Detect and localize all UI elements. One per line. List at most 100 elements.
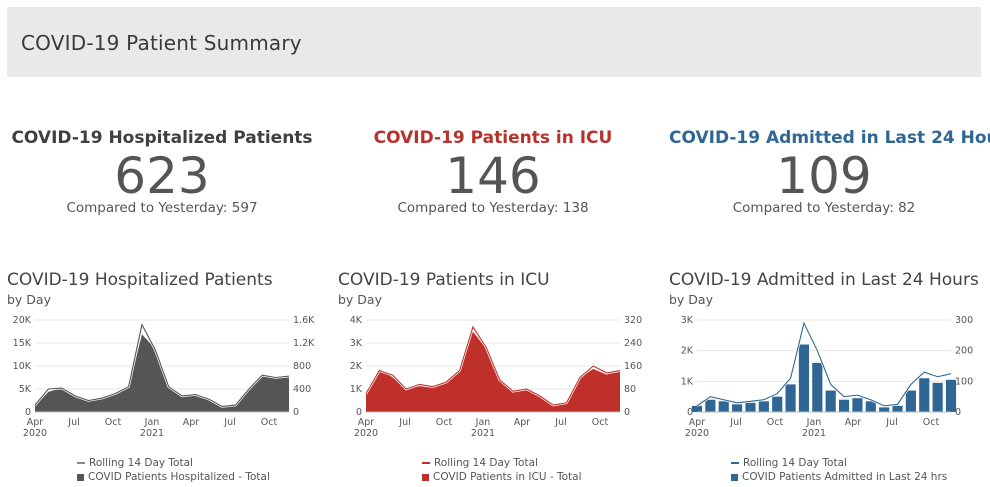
y-left-tick-label: 10K <box>13 361 32 372</box>
x-tick-label: Oct <box>105 417 122 428</box>
kpi-hospitalized: COVID-19 Hospitalized Patients 623 Compa… <box>7 128 317 216</box>
rolling-line[interactable] <box>34 323 290 408</box>
x-tick-label: Apr <box>358 417 375 428</box>
y-left-tick-label: 2K <box>350 361 363 372</box>
x-tick-label: Jan <box>144 417 160 428</box>
bar-mark[interactable] <box>785 384 796 412</box>
x-tick-label: Oct <box>923 417 940 428</box>
box-swatch-icon <box>77 473 84 481</box>
y-left-tick-label: 5K <box>19 384 32 395</box>
area-series[interactable] <box>35 334 289 412</box>
x-tick-label: Apr <box>514 417 531 428</box>
bar-mark[interactable] <box>852 398 863 412</box>
y-left-tick-label: 4K <box>350 315 363 326</box>
kpi-value: 146 <box>445 147 541 205</box>
bar-mark[interactable] <box>718 401 729 412</box>
y-left-tick-label: 0 <box>687 407 693 418</box>
x-tick-label: Jul <box>554 417 566 428</box>
x-tick-label: 2021 <box>802 428 826 439</box>
line-swatch-icon <box>731 462 739 464</box>
rolling-line[interactable] <box>696 321 952 407</box>
kpi-title: COVID-19 Admitted in Last 24 Hours <box>669 128 990 148</box>
bar-mark[interactable] <box>705 399 716 412</box>
y-left-tick-label: 2K <box>681 346 694 357</box>
legend-item-rolling[interactable]: Rolling 14 Day Total <box>422 456 582 470</box>
chart-subtitle: by Day <box>7 292 51 307</box>
y-right-tick-label: 0 <box>955 407 961 418</box>
legend-item-total[interactable]: COVID Patients Admitted in Last 24 hrs <box>731 470 947 484</box>
bar-mark[interactable] <box>745 402 756 412</box>
x-tick-label: 2021 <box>140 428 164 439</box>
kpi-compare: Compared to Yesterday: 138 <box>397 200 589 216</box>
y-right-tick-label: 1.2K <box>293 338 315 349</box>
y-right-tick-label: 80 <box>624 384 636 395</box>
y-left-tick-label: 0 <box>25 407 31 418</box>
chart-legend: Rolling 14 Day Total COVID Patients in I… <box>422 456 582 484</box>
chart-legend: Rolling 14 Day Total COVID Patients Admi… <box>731 456 947 484</box>
legend-item-rolling[interactable]: Rolling 14 Day Total <box>77 456 270 470</box>
y-right-tick-label: 200 <box>955 346 973 357</box>
bar-mark[interactable] <box>905 390 916 412</box>
kpi-value: 623 <box>114 147 210 205</box>
kpi-compare: Compared to Yesterday: 597 <box>66 200 258 216</box>
kpi-title: COVID-19 Hospitalized Patients <box>11 128 313 148</box>
x-tick-label: 2021 <box>471 428 495 439</box>
bar-mark[interactable] <box>919 378 930 412</box>
y-right-tick-label: 800 <box>293 361 311 372</box>
y-right-tick-label: 100 <box>955 376 973 387</box>
legend-item-total[interactable]: COVID Patients Hospitalized - Total <box>77 470 270 484</box>
x-tick-label: Jul <box>398 417 410 428</box>
box-swatch-icon <box>731 473 738 481</box>
bar-mark[interactable] <box>892 405 903 412</box>
chart-title: COVID-19 Hospitalized Patients <box>7 270 273 290</box>
x-tick-label: Apr <box>27 417 44 428</box>
y-right-tick-label: 160 <box>624 361 642 372</box>
legend-item-total[interactable]: COVID Patients in ICU - Total <box>422 470 582 484</box>
bar-mark[interactable] <box>945 379 957 412</box>
y-right-tick-label: 300 <box>955 315 973 326</box>
box-swatch-icon <box>422 473 429 481</box>
chart-title: COVID-19 Admitted in Last 24 Hours <box>669 270 979 290</box>
bar-mark[interactable] <box>732 404 743 412</box>
y-left-tick-label: 1K <box>350 384 363 395</box>
y-right-tick-label: 0 <box>624 407 630 418</box>
legend-item-rolling[interactable]: Rolling 14 Day Total <box>731 456 947 470</box>
x-tick-label: 2020 <box>23 428 47 439</box>
line-swatch-icon <box>77 462 85 464</box>
y-right-tick-label: 1.6K <box>293 315 315 326</box>
header-bar: COVID-19 Patient Summary <box>7 7 981 77</box>
bar-mark[interactable] <box>838 399 850 412</box>
kpi-admitted: COVID-19 Admitted in Last 24 Hours 109 C… <box>669 128 990 216</box>
bar-mark[interactable] <box>825 390 836 412</box>
x-tick-label: Jul <box>223 417 235 428</box>
bar-mark[interactable] <box>758 401 769 412</box>
y-left-tick-label: 3K <box>350 338 363 349</box>
bar-mark[interactable] <box>932 382 943 412</box>
bar-mark[interactable] <box>691 405 703 412</box>
chart-subtitle: by Day <box>338 292 382 307</box>
bar-mark[interactable] <box>812 362 823 412</box>
x-tick-label: Jul <box>67 417 79 428</box>
y-left-tick-label: 3K <box>681 315 694 326</box>
chart-legend: Rolling 14 Day Total COVID Patients Hosp… <box>77 456 270 484</box>
x-tick-label: Oct <box>436 417 453 428</box>
kpi-compare: Compared to Yesterday: 82 <box>732 200 916 216</box>
area-series[interactable] <box>366 331 620 413</box>
kpi-value: 109 <box>776 147 872 205</box>
x-tick-label: Jul <box>885 417 897 428</box>
bar-mark[interactable] <box>865 401 876 412</box>
y-right-tick-label: 400 <box>293 384 311 395</box>
bar-mark[interactable] <box>879 407 890 412</box>
bar-mark[interactable] <box>798 344 810 412</box>
x-tick-label: Apr <box>183 417 200 428</box>
x-tick-label: Jan <box>475 417 491 428</box>
y-left-tick-label: 20K <box>13 315 32 326</box>
rolling-line[interactable] <box>365 325 621 406</box>
x-tick-label: Jul <box>729 417 741 428</box>
bar-mark[interactable] <box>772 396 783 412</box>
page-title: COVID-19 Patient Summary <box>21 31 302 55</box>
y-left-tick-label: 0 <box>356 407 362 418</box>
